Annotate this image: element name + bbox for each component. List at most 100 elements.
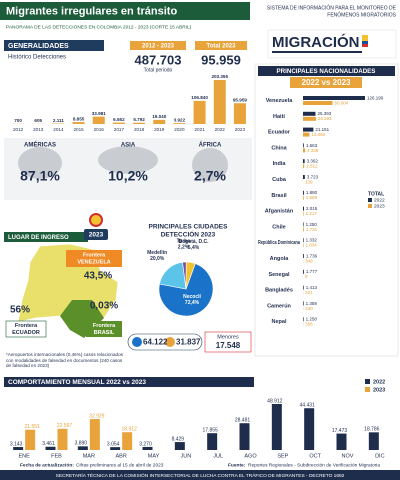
value-label: 1.569	[306, 195, 318, 200]
category-label: Brasil	[271, 193, 287, 199]
category-label: Cuba	[272, 177, 287, 183]
flag	[362, 44, 368, 47]
bar	[193, 100, 206, 124]
x-tick-label: 2016	[94, 127, 105, 132]
value-label: 1.663	[306, 143, 318, 148]
bar	[303, 101, 333, 105]
bar	[110, 447, 121, 450]
bar	[303, 148, 306, 153]
note: *Aeropuertos internacionales (0,46%) cas…	[6, 352, 123, 369]
border-name: Frontera	[93, 323, 116, 329]
bar	[25, 429, 36, 450]
value-label: 95.959	[233, 97, 247, 102]
pin	[89, 213, 103, 227]
slice-name: Turbo	[177, 238, 191, 244]
section-subtitle: Histórico Detecciones	[8, 55, 66, 61]
system-name: SISTEMA DE INFORMACIÓN PARA EL MONITOREO…	[267, 4, 397, 11]
value-label: 3.143	[10, 441, 23, 447]
value-label: 1.217	[306, 211, 318, 216]
bar	[304, 408, 315, 450]
value-label: 8.855	[73, 116, 85, 121]
stat-value: 95.959	[201, 52, 241, 67]
border-name: Frontera	[83, 252, 106, 258]
border-pct: 0,03%	[90, 301, 118, 312]
bar	[233, 103, 246, 124]
footer-band-text: SECRETARÍA TÉCNICA DE LA COMISIÓN INTERS…	[56, 472, 345, 479]
border-box	[5, 320, 47, 338]
bar	[271, 404, 282, 450]
footer-text: Cifras preliminares al 15 de abril de 20…	[76, 462, 164, 468]
bar	[92, 116, 105, 124]
slice-label: 5,4%	[188, 245, 200, 251]
continent-name: ASIA	[121, 143, 136, 149]
section-title: PRINCIPALES NACIONALIDADES	[277, 68, 376, 75]
stat-label-box	[195, 41, 247, 50]
value-label: 18.786	[364, 427, 380, 433]
bar	[174, 442, 185, 450]
category-label: Bangladés	[265, 288, 293, 294]
x-tick-label: DIC	[375, 453, 385, 459]
value-label: 3.890	[75, 441, 88, 447]
x-tick-label: JUL	[213, 453, 223, 459]
x-tick-label: 2022	[215, 127, 226, 132]
value-label: 8.429	[172, 436, 185, 442]
category-label: India	[273, 161, 287, 167]
value-label: 32.929	[89, 413, 105, 419]
section-title: GENERALIDADES	[8, 43, 69, 50]
subtitle: PANORAMA DE LAS DETECCIONES EN COLOMBIA …	[6, 24, 192, 30]
bar	[303, 116, 316, 121]
slice-name: Bogotá, D.C.	[178, 239, 209, 245]
continent-name: AMÉRICAS	[24, 141, 56, 149]
bar	[122, 432, 133, 450]
x-tick-label: 2018	[134, 127, 145, 132]
category-label: Venezuela	[266, 98, 294, 104]
x-tick-label: SEP	[277, 453, 288, 459]
system-name: FENÓMENOS MIGRATORIOS	[327, 11, 396, 18]
value-label: 1.880	[306, 190, 318, 195]
value-label: 3.723	[307, 174, 319, 179]
value-label: 3.054	[107, 441, 120, 447]
category-label: Haití	[273, 114, 285, 120]
pop-value: 64.122	[143, 338, 168, 347]
x-tick-label: 2014	[53, 127, 64, 132]
value-label: 203.355	[211, 74, 228, 79]
value-label: 430	[305, 306, 313, 311]
map-blob	[192, 148, 228, 182]
value-label: 1.413	[306, 285, 318, 290]
border-box	[86, 321, 122, 337]
pie-slice	[159, 261, 187, 290]
stat-label: Total 2023	[207, 44, 237, 50]
bar	[303, 175, 305, 179]
legend-swatch	[368, 204, 372, 208]
x-tick-label: ENE	[19, 453, 31, 459]
value-label: 605	[34, 118, 42, 123]
bar	[153, 119, 166, 124]
continent-pct: 10,2%	[108, 168, 148, 184]
section-bar	[4, 377, 254, 387]
bar	[303, 195, 304, 200]
bar	[303, 132, 310, 137]
bar	[303, 222, 304, 227]
value-label: 19.040	[152, 114, 166, 119]
value-label: 349	[305, 258, 313, 263]
bar	[77, 446, 88, 450]
minors-box	[204, 331, 252, 353]
value-label: 60.004	[334, 100, 348, 105]
x-tick-label: 2013	[33, 127, 44, 132]
bar	[303, 243, 304, 248]
value-label: 1.777	[306, 269, 318, 274]
x-tick-label: 2019	[154, 127, 165, 132]
section-title: LUGAR DE INGRESO	[8, 235, 69, 241]
bar	[133, 122, 146, 124]
value-label: 1.736	[306, 253, 318, 258]
bar	[303, 159, 305, 164]
bar	[336, 433, 347, 450]
map-blob	[98, 146, 158, 174]
border-country: VENEZUELA	[77, 259, 110, 265]
x-tick-label: AGO	[244, 453, 257, 459]
pie-slice	[185, 261, 196, 290]
value-label: 21.151	[315, 127, 329, 132]
bar	[72, 122, 85, 124]
bar	[303, 254, 304, 258]
